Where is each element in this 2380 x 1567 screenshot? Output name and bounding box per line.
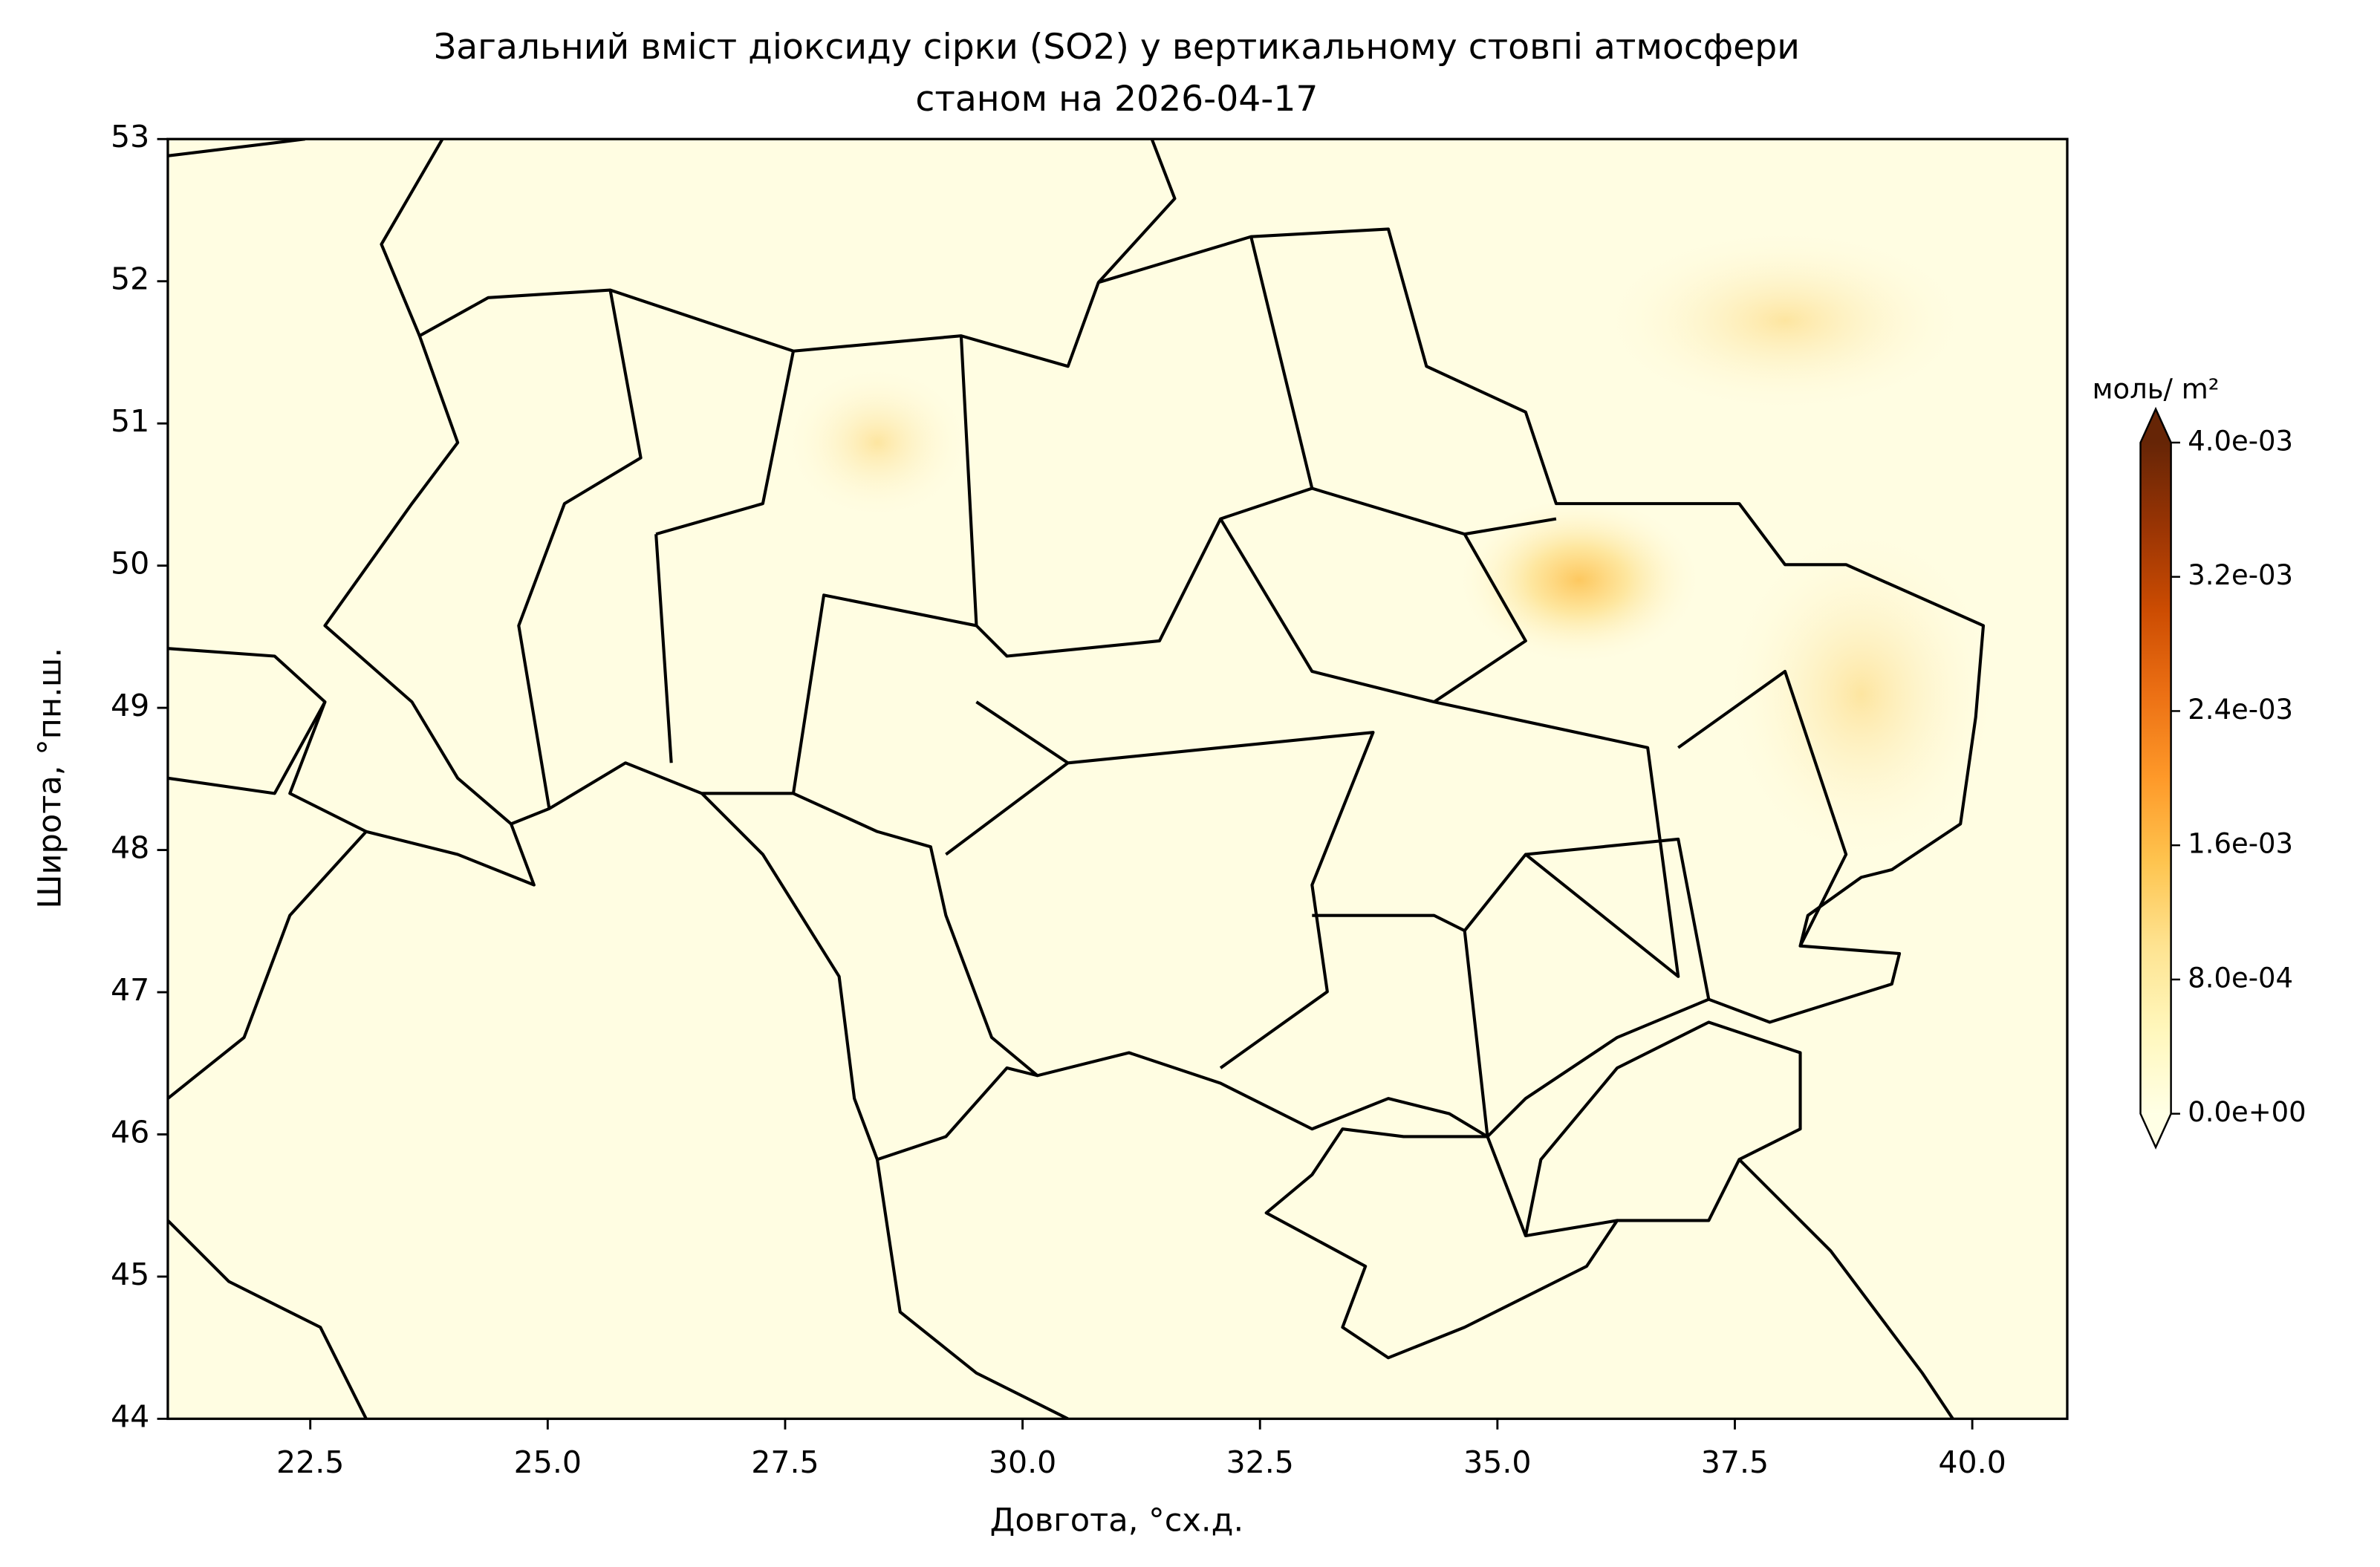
colorbar-tick-label: 3.2e-03 bbox=[2188, 559, 2293, 591]
x-axis-label: Довгота, °сх.д. bbox=[990, 1502, 1244, 1540]
country-border bbox=[323, 227, 1986, 1138]
y-tick-label: 50 bbox=[111, 546, 149, 581]
colorbar-tick-label: 4.0e-03 bbox=[2188, 425, 2293, 457]
chart-subtitle: станом на 2026-04-17 bbox=[915, 79, 1318, 120]
y-tick-label: 51 bbox=[111, 403, 149, 439]
coastline bbox=[875, 1159, 1069, 1419]
chart-title: Загальний вміст діоксиду сірки (SO2) у в… bbox=[434, 27, 1800, 68]
coastline bbox=[1524, 1020, 1802, 1237]
y-tick-label: 49 bbox=[111, 688, 149, 723]
country-border bbox=[1097, 139, 1177, 284]
concentration-area bbox=[785, 366, 969, 519]
y-tick-label: 46 bbox=[111, 1114, 149, 1150]
country-border bbox=[380, 139, 444, 336]
y-tick-label: 45 bbox=[111, 1257, 149, 1292]
country-border bbox=[700, 792, 1038, 1162]
x-tick-label: 32.5 bbox=[1226, 1444, 1294, 1480]
y-tick-label: 53 bbox=[111, 119, 149, 154]
concentration-area bbox=[1457, 495, 1702, 664]
map bbox=[167, 139, 2067, 1419]
colorbar-tick-label: 0.0e+00 bbox=[2188, 1096, 2306, 1128]
x-tick-label: 22.5 bbox=[276, 1444, 344, 1480]
concentration-area bbox=[1602, 229, 1968, 412]
colorbar-extend-max bbox=[2140, 408, 2171, 443]
x-tick-label: 35.0 bbox=[1463, 1444, 1531, 1480]
colorbar bbox=[2140, 442, 2171, 1114]
concentration-area bbox=[1723, 526, 1999, 862]
colorbar-tick-label: 1.6e-03 bbox=[2188, 828, 2293, 860]
plot-frame bbox=[166, 137, 2069, 1421]
x-tick-label: 25.0 bbox=[514, 1444, 582, 1480]
colorbar-label: моль/ m² bbox=[2093, 374, 2220, 405]
y-axis-label: Широта, °пн.ш. bbox=[31, 648, 68, 909]
y-tick-label: 44 bbox=[111, 1398, 149, 1434]
x-tick-label: 37.5 bbox=[1701, 1444, 1769, 1480]
country-border bbox=[167, 1219, 368, 1419]
country-border bbox=[167, 701, 327, 795]
colorbar-tick-label: 8.0e-04 bbox=[2188, 962, 2293, 994]
region-border bbox=[517, 236, 1848, 1137]
coastline bbox=[1737, 1158, 1954, 1419]
y-tick-label: 48 bbox=[111, 830, 149, 866]
country-border bbox=[167, 139, 306, 157]
colorbar-tick-label: 2.4e-03 bbox=[2188, 694, 2293, 726]
y-tick-label: 52 bbox=[111, 261, 149, 297]
colorbar-extend-min bbox=[2140, 1113, 2171, 1147]
x-tick-label: 30.0 bbox=[989, 1444, 1056, 1480]
x-tick-label: 40.0 bbox=[1938, 1444, 2006, 1480]
y-tick-label: 47 bbox=[111, 972, 149, 1008]
x-tick-label: 27.5 bbox=[751, 1444, 819, 1480]
